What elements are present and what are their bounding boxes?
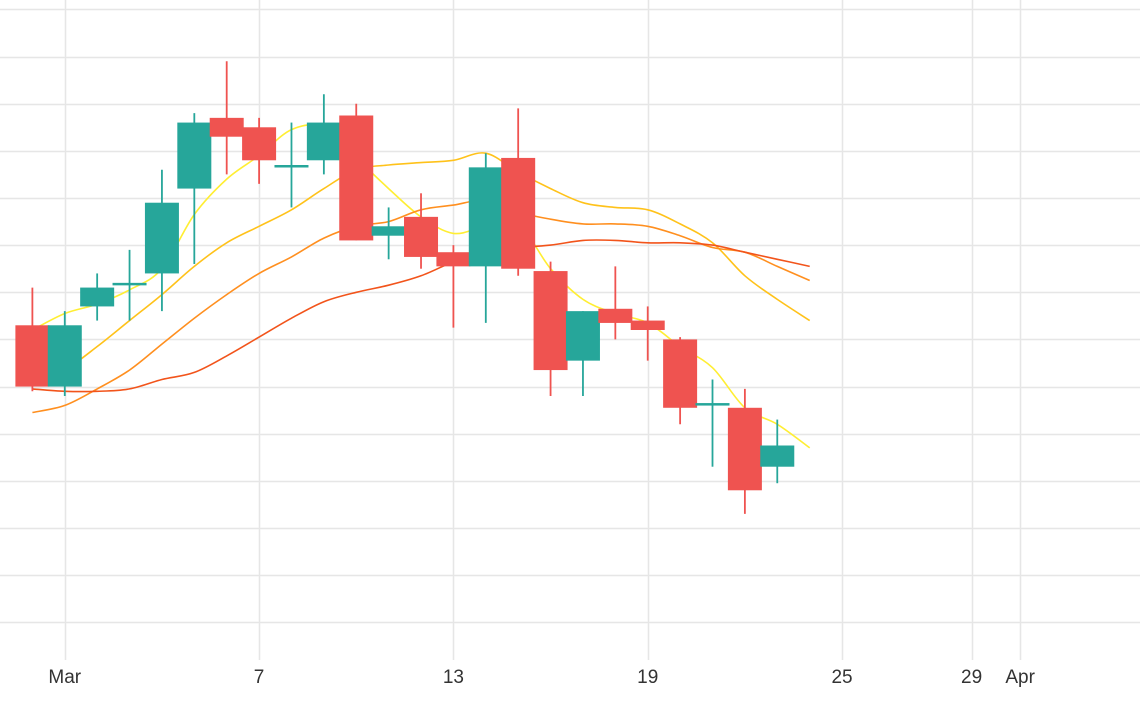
candle-body (177, 122, 212, 189)
candle (177, 113, 212, 264)
candle (436, 245, 471, 328)
candle (306, 94, 341, 175)
candle-body (565, 311, 600, 361)
candle (274, 122, 309, 208)
candle-body (306, 122, 341, 161)
candle (663, 337, 698, 425)
x-tick-label: Mar (48, 667, 81, 688)
candle-body (760, 445, 795, 467)
candle (15, 287, 50, 392)
candle-body (112, 282, 147, 286)
candle (47, 311, 82, 396)
candle (565, 311, 600, 396)
candle-body (630, 320, 665, 330)
candle-body (436, 252, 471, 267)
candle (80, 273, 115, 321)
candle (242, 117, 277, 184)
candle (112, 249, 147, 321)
candle-body (144, 202, 179, 274)
candle-body (663, 339, 698, 408)
x-axis-tick-labels: Mar 7 13 19 25 29 Apr (48, 667, 1035, 688)
x-tick-label: 25 (831, 667, 852, 688)
candle-body (242, 127, 277, 161)
candle-body (695, 403, 730, 406)
candle-body (501, 157, 536, 269)
candle-body (80, 287, 115, 307)
candle (339, 103, 374, 241)
candle (598, 266, 633, 340)
candle (501, 108, 536, 276)
candle (533, 261, 568, 396)
candle-body (47, 325, 82, 387)
candles (15, 61, 795, 514)
candle (727, 388, 762, 514)
candle-body (274, 165, 309, 168)
candle-body (371, 226, 406, 236)
candle (209, 61, 244, 175)
candle (630, 306, 665, 361)
x-tick-label: Apr (1005, 667, 1035, 688)
candle (695, 379, 730, 467)
candle-body (339, 115, 374, 241)
x-tick-label: 29 (961, 667, 982, 688)
candle-body (404, 216, 439, 257)
candle-body (533, 271, 568, 371)
candle (371, 207, 406, 260)
candle-body (727, 407, 762, 491)
candle-body (209, 117, 244, 137)
candle (404, 193, 439, 269)
candle (760, 419, 795, 484)
candle-body (15, 325, 50, 387)
candle (468, 153, 503, 323)
x-tick-label: 19 (637, 667, 658, 688)
x-tick-label: 13 (443, 667, 464, 688)
candle (144, 169, 179, 312)
x-tick-label: 7 (254, 667, 265, 688)
moving-average-line (32, 239, 810, 393)
candle-body (468, 167, 503, 267)
candle-body (598, 308, 633, 323)
